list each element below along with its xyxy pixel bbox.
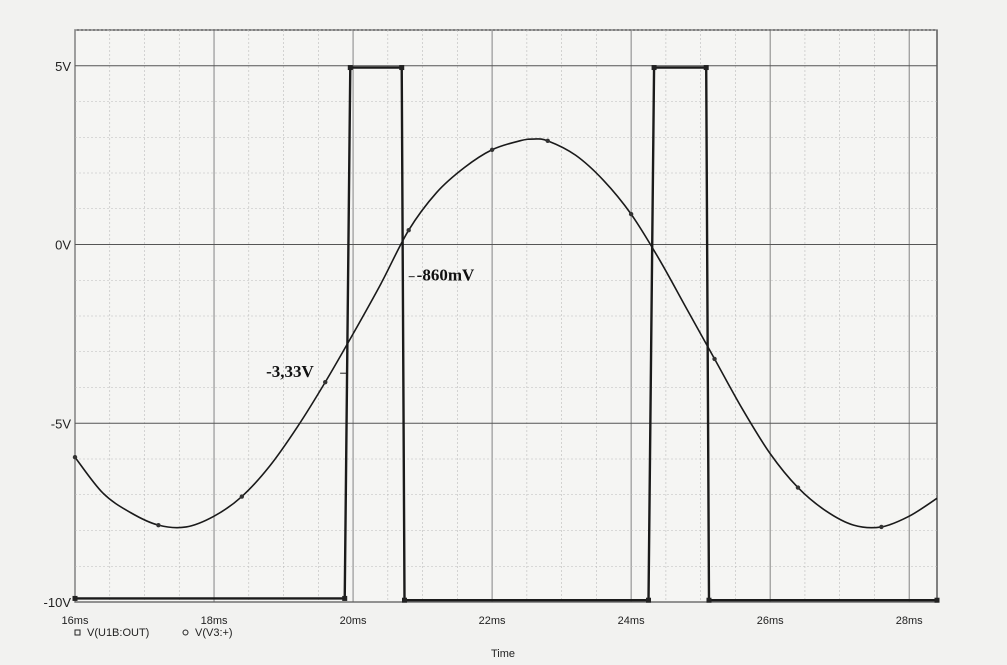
annotation-label: -3,33V — [266, 362, 314, 381]
data-point — [651, 65, 657, 71]
x-tick-label: 24ms — [618, 615, 645, 627]
data-point — [489, 147, 495, 152]
data-point — [934, 597, 940, 603]
series-line — [75, 66, 937, 602]
data-point — [347, 65, 353, 71]
data-point — [72, 455, 78, 460]
data-point — [628, 211, 634, 217]
data-point — [712, 356, 717, 362]
y-axis-ticks: 5V 0V -5V -10V — [44, 59, 72, 610]
data-point — [406, 228, 411, 233]
data-point — [156, 522, 161, 528]
x-tick-label: 22ms — [479, 615, 506, 627]
plot-area — [74, 29, 938, 603]
series-layer — [72, 65, 940, 603]
data-point — [703, 65, 709, 71]
legend-marker — [182, 629, 189, 636]
data-point — [402, 597, 408, 603]
data-point — [879, 524, 884, 530]
data-point — [323, 379, 328, 385]
y-tick-label: 0V — [55, 238, 71, 253]
y-tick-label: 5V — [55, 59, 71, 74]
data-point — [795, 485, 801, 490]
x-tick-label: 18ms — [201, 615, 228, 627]
annotations-layer: -860mV -3,33V — [266, 266, 475, 382]
data-point — [646, 597, 652, 603]
y-tick-label: -10V — [44, 595, 72, 610]
legend-entry: V(U1B:OUT) — [87, 627, 149, 639]
x-axis-label: Time — [491, 648, 515, 660]
data-point — [72, 595, 78, 601]
data-point — [399, 65, 405, 71]
grid-lines — [74, 29, 937, 603]
legend: V(U1B:OUT) V(V3:+) — [74, 627, 233, 639]
data-point — [239, 494, 245, 499]
y-tick-label: -5V — [51, 416, 72, 431]
legend-entry: V(V3:+) — [195, 627, 233, 639]
series-line — [74, 138, 938, 529]
x-tick-label: 20ms — [340, 615, 367, 627]
x-axis-ticks: 16ms 18ms 20ms 22ms 24ms 26ms 28ms — [62, 615, 924, 627]
x-tick-label: 28ms — [896, 615, 923, 627]
x-tick-label: 16ms — [62, 615, 89, 627]
legend-marker — [74, 629, 81, 636]
data-point — [706, 597, 712, 603]
annotation-label: -860mV — [417, 266, 475, 285]
data-point — [342, 595, 348, 601]
data-point — [545, 138, 550, 144]
x-tick-label: 26ms — [757, 615, 784, 627]
